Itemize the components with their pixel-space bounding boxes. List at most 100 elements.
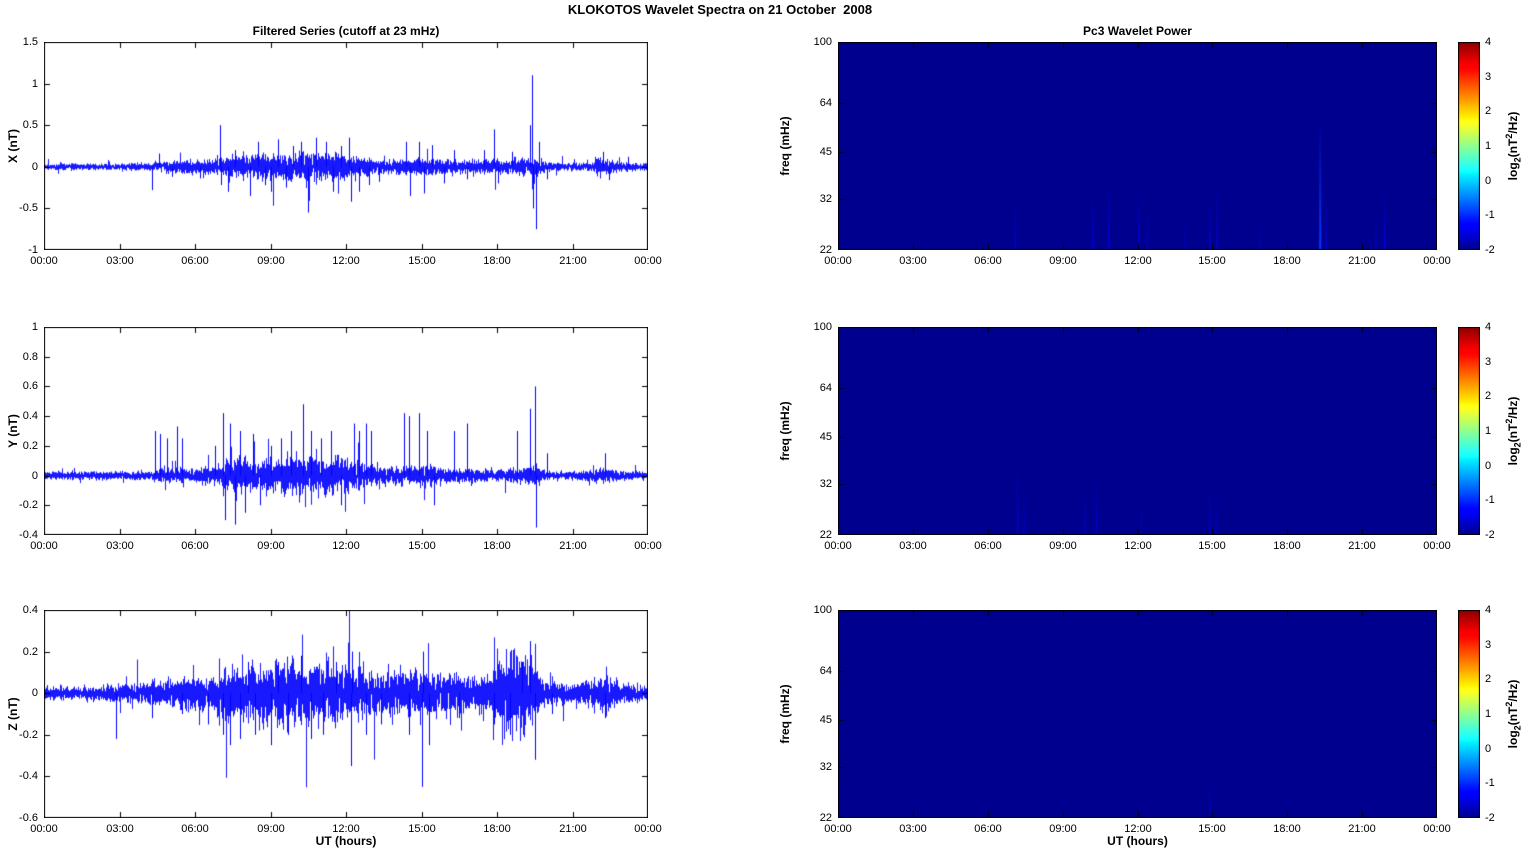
- ut-hours-label: UT (hours): [1107, 834, 1168, 848]
- x-tick-label: 21:00: [1348, 255, 1376, 267]
- freq-tick-label: 45: [819, 431, 832, 443]
- colorbar-tick-label: 1: [1485, 708, 1492, 720]
- x-tick-label: 15:00: [1198, 823, 1226, 835]
- x-tick-label: 21:00: [1348, 540, 1376, 552]
- colorbar-canvas: [1458, 327, 1480, 535]
- colorbar-tick-label: 3: [1485, 356, 1492, 368]
- colorbar-tick-label: 0: [1485, 460, 1492, 472]
- x-tick-label: 06:00: [181, 823, 209, 835]
- x-tick-label: 03:00: [899, 540, 927, 552]
- colorbar-tick-label: -2: [1485, 244, 1495, 256]
- x-tick-label: 12:00: [1124, 823, 1152, 835]
- x-tick-label: 00:00: [30, 540, 58, 552]
- x-tick-label: 21:00: [559, 540, 587, 552]
- y-tick-label: 0: [31, 687, 38, 699]
- x-tick-label: 12:00: [332, 255, 360, 267]
- y-tick-label: 0.5: [22, 119, 38, 131]
- colorbar-tick-label: 2: [1485, 390, 1492, 402]
- x-tick-label: 21:00: [559, 255, 587, 267]
- colorbar-tick-label: 1: [1485, 140, 1492, 152]
- colorbar-tick-label: 1: [1485, 425, 1492, 437]
- x-tick-label: 12:00: [1124, 540, 1152, 552]
- freq-axis-ylabel: freq (mHz): [778, 116, 792, 176]
- freq-tick-label: 64: [819, 665, 832, 677]
- y-tick-label: 1.5: [22, 36, 38, 48]
- colorbar-tick-label: -1: [1485, 777, 1495, 789]
- x-tick-label: 21:00: [1348, 823, 1376, 835]
- x-tick-label: 15:00: [408, 255, 436, 267]
- freq-tick-label: 100: [813, 321, 832, 333]
- y-wavelet-canvas: [838, 327, 1437, 535]
- y-tick-label: 0.6: [22, 380, 38, 392]
- x-tick-label: 09:00: [257, 540, 285, 552]
- x-tick-label: 09:00: [257, 823, 285, 835]
- colorbar-tick-label: -1: [1485, 209, 1495, 221]
- y-tick-label: 0.4: [22, 410, 38, 422]
- x-tick-label: 12:00: [332, 540, 360, 552]
- x-tick-label: 21:00: [559, 823, 587, 835]
- x-tick-label: 03:00: [106, 255, 134, 267]
- x-tick-label: 03:00: [899, 255, 927, 267]
- colorbar-tick-label: -1: [1485, 494, 1495, 506]
- x-tick-label: 00:00: [824, 255, 852, 267]
- y-tick-label: -0.2: [19, 729, 38, 741]
- x-tick-label: 18:00: [1273, 255, 1301, 267]
- x-tick-label: 09:00: [1049, 540, 1077, 552]
- x-tick-label: 15:00: [408, 540, 436, 552]
- y-tick-label: -0.5: [19, 202, 38, 214]
- colorbar-tick-label: 4: [1485, 321, 1492, 333]
- y-tick-label: 1: [31, 321, 38, 333]
- freq-axis-ylabel: freq (mHz): [778, 684, 792, 744]
- x-wavelet-canvas: [838, 42, 1437, 250]
- x-tick-label: 03:00: [106, 540, 134, 552]
- x-tick-label: 09:00: [1049, 255, 1077, 267]
- y-tick-label: 1: [31, 78, 38, 90]
- x-tick-label: 18:00: [483, 540, 511, 552]
- y-series-canvas: [44, 327, 648, 535]
- z-wavelet-canvas: [838, 610, 1437, 818]
- freq-tick-label: 32: [819, 761, 832, 773]
- freq-tick-label: 22: [819, 529, 832, 541]
- x-tick-label: 12:00: [332, 823, 360, 835]
- x-tick-label: 00:00: [634, 823, 662, 835]
- x-tick-label: 15:00: [1198, 255, 1226, 267]
- colorbar-tick-label: 4: [1485, 604, 1492, 616]
- x-axis-ylabel: X (nT): [6, 129, 20, 163]
- y-tick-label: -0.6: [19, 812, 38, 824]
- y-tick-label: -1: [28, 244, 38, 256]
- freq-tick-label: 45: [819, 146, 832, 158]
- y-tick-label: 0.8: [22, 351, 38, 363]
- colorbar-tick-label: 3: [1485, 71, 1492, 83]
- x-tick-label: 00:00: [1423, 540, 1451, 552]
- x-tick-label: 03:00: [899, 823, 927, 835]
- x-tick-label: 18:00: [1273, 823, 1301, 835]
- colorbar-tick-label: -2: [1485, 812, 1495, 824]
- x-tick-label: 00:00: [824, 540, 852, 552]
- x-tick-label: 15:00: [408, 823, 436, 835]
- colorbar-canvas: [1458, 610, 1480, 818]
- x-tick-label: 18:00: [483, 823, 511, 835]
- y-tick-label: 0.2: [22, 440, 38, 452]
- freq-axis-ylabel: freq (mHz): [778, 401, 792, 461]
- freq-tick-label: 32: [819, 478, 832, 490]
- colorbar-tick-label: 0: [1485, 175, 1492, 187]
- y-tick-label: -0.4: [19, 770, 38, 782]
- x-tick-label: 03:00: [106, 823, 134, 835]
- y-tick-label: 0.2: [22, 646, 38, 658]
- x-tick-label: 18:00: [1273, 540, 1301, 552]
- y-tick-label: -0.4: [19, 529, 38, 541]
- x-tick-label: 00:00: [30, 255, 58, 267]
- x-tick-label: 06:00: [181, 255, 209, 267]
- x-tick-label: 09:00: [1049, 823, 1077, 835]
- y-tick-label: 0.4: [22, 604, 38, 616]
- freq-tick-label: 64: [819, 382, 832, 394]
- colorbar-tick-label: 2: [1485, 673, 1492, 685]
- y-tick-label: 0: [31, 470, 38, 482]
- x-tick-label: 00:00: [824, 823, 852, 835]
- x-tick-label: 00:00: [30, 823, 58, 835]
- z-axis-ylabel: Z (nT): [6, 697, 20, 731]
- freq-tick-label: 45: [819, 714, 832, 726]
- colorbar-tick-label: 3: [1485, 639, 1492, 651]
- wavelet-power-title: Pc3 Wavelet Power: [1083, 24, 1192, 38]
